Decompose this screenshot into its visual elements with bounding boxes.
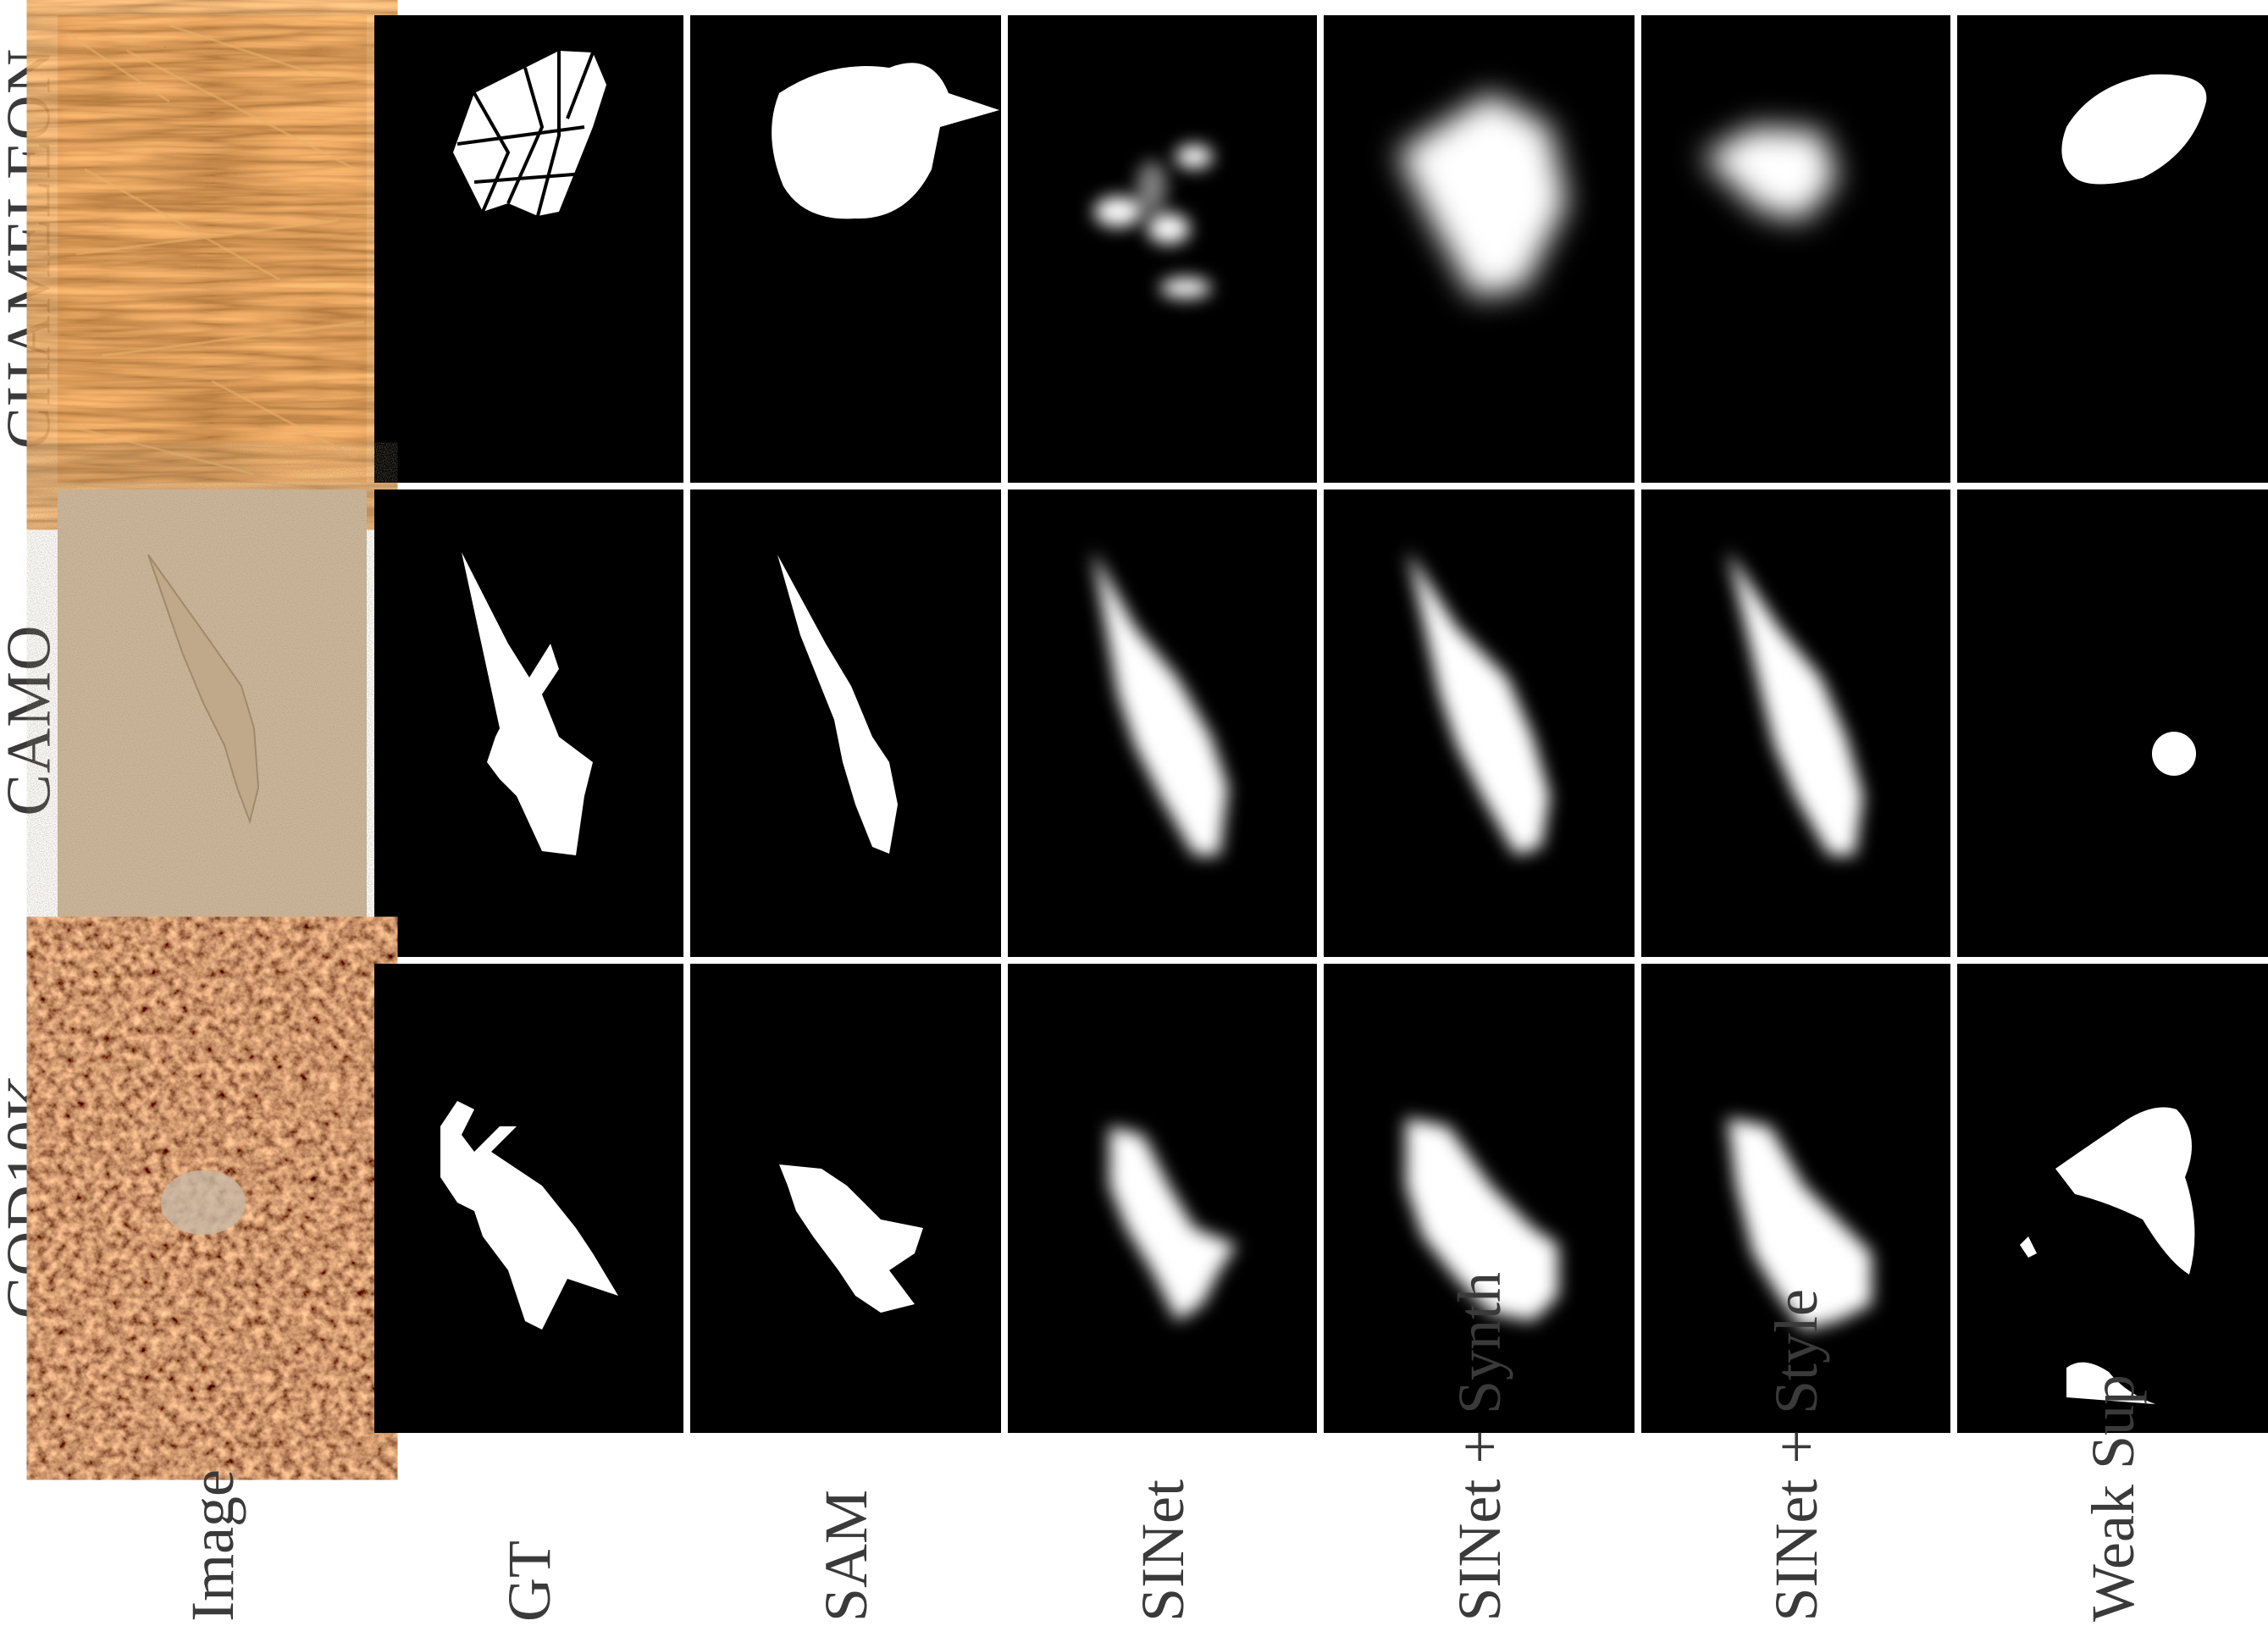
synth-blob xyxy=(1406,1118,1558,1321)
col-label-image: Image xyxy=(58,1452,367,1622)
row-chameleon xyxy=(58,15,2268,483)
col-label-text: SINet + Synth xyxy=(1445,1272,1513,1622)
synth-blob xyxy=(1408,550,1550,855)
style-blob xyxy=(1702,127,1838,220)
lizard xyxy=(147,554,260,825)
col-label-weak-sup: Weak Sup xyxy=(1957,1374,2268,1622)
photo-cod10k xyxy=(58,964,367,1433)
gt-shape xyxy=(462,552,593,855)
col-label-text: Weak Sup xyxy=(2078,1374,2147,1622)
photo-chameleon xyxy=(58,15,367,483)
style-blob xyxy=(1728,1118,1872,1330)
gt-shape xyxy=(440,1101,618,1330)
col-label-sinet-synth: SINet + Synth xyxy=(1324,1272,1635,1622)
sam-shape xyxy=(779,1164,923,1313)
col-label-text: SINet xyxy=(1128,1479,1197,1622)
crab xyxy=(161,1170,246,1235)
mask-sinet-chameleon xyxy=(1008,15,1317,483)
sand-texture xyxy=(58,489,367,957)
photo-camo xyxy=(58,489,367,957)
weaksup-shape xyxy=(2152,732,2196,776)
sinet-blob xyxy=(1109,1126,1236,1321)
weaksup-shape xyxy=(2020,1107,2195,1404)
sam-shape xyxy=(777,555,898,854)
grass-texture xyxy=(58,15,367,483)
col-label-sinet-style: SINet + Style xyxy=(1641,1289,1950,1622)
synth-blob xyxy=(1397,93,1567,296)
style-blob xyxy=(1728,550,1863,855)
col-label-text: Image xyxy=(178,1469,246,1622)
sam-shape xyxy=(772,63,999,219)
mask-weaksup-chameleon xyxy=(1957,15,2268,483)
row-cod10k xyxy=(58,964,2268,1433)
row-camo xyxy=(58,489,2268,957)
col-label-text: GT xyxy=(495,1540,563,1622)
sinet-blob xyxy=(1093,550,1228,855)
col-label-text: SINet + Style xyxy=(1762,1289,1830,1622)
mask-style-chameleon xyxy=(1641,15,1950,483)
col-label-sam: SAM xyxy=(690,1452,1001,1622)
col-label-sinet: SINet xyxy=(1008,1452,1317,1622)
sinet-blob xyxy=(1094,145,1213,298)
weaksup-shape xyxy=(2061,74,2207,185)
col-label-text: SAM xyxy=(811,1489,880,1622)
col-label-gt: GT xyxy=(374,1452,683,1622)
mask-weaksup-camo xyxy=(1957,489,2268,957)
